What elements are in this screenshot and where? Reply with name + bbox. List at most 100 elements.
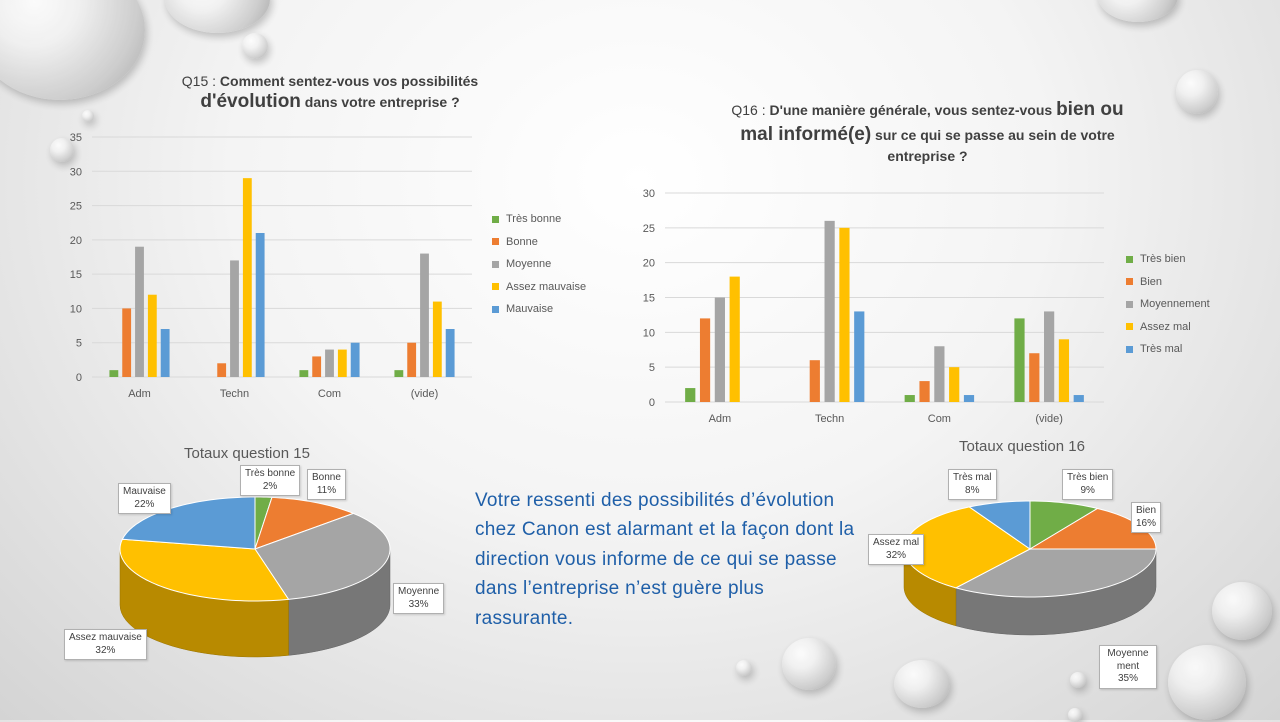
q16-legend-item: Bien <box>1126 271 1210 294</box>
q16-title-prefix: Q16 : <box>731 102 770 118</box>
q15-ytick-label: 15 <box>70 269 82 281</box>
pie15-label-pct: 33% <box>408 598 429 610</box>
q16-bar <box>685 388 696 402</box>
q15-bar <box>312 356 322 377</box>
water-drop-decoration <box>82 110 94 122</box>
q15-bar <box>255 233 265 377</box>
pie15-label-pct: 2% <box>262 480 278 492</box>
q15-legend-item: Très bonne <box>492 208 586 231</box>
q16-category-label: Techn <box>815 413 844 425</box>
q16-ytick-label: 30 <box>643 188 655 200</box>
q16-legend-swatch <box>1126 323 1133 331</box>
q16-bar <box>854 311 865 402</box>
q16-ytick-label: 5 <box>649 362 655 374</box>
water-drop-decoration <box>242 33 268 59</box>
pie15-label-name: Bonne <box>312 472 341 483</box>
q15-legend-swatch <box>492 238 499 246</box>
q15-bar <box>122 308 132 377</box>
pie16-label-pct: 9% <box>1080 484 1095 496</box>
q16-bar <box>714 297 725 402</box>
pie16-label-name: Bien <box>1136 505 1157 516</box>
pie15-label-bonne: Bonne 11% <box>307 469 346 500</box>
q15-bar <box>160 329 170 377</box>
pie15-label-name: Très bonne <box>245 468 296 479</box>
water-drop-decoration <box>894 660 950 708</box>
q16-bar <box>699 318 711 402</box>
pie16-label-pct: 8% <box>965 484 980 496</box>
q15-ytick-label: 25 <box>70 201 82 213</box>
q15-category-label: (vide) <box>411 388 439 400</box>
q15-bar <box>432 301 442 377</box>
q16-bar <box>963 395 975 402</box>
q15-legend: Très bonne Bonne Moyenne Assez mauvaise Mauv… <box>492 208 586 321</box>
q16-bar <box>904 395 915 402</box>
q15-category-label: Techn <box>220 388 249 400</box>
water-drop-decoration <box>1168 645 1246 720</box>
q16-legend-label: Assez mal <box>1140 320 1191 333</box>
pie15-label-name: Moyenne <box>398 586 440 597</box>
q15-ytick-label: 30 <box>70 166 82 178</box>
q15-bar <box>325 349 334 377</box>
q16-bar <box>919 381 930 402</box>
pie16-label-name: Très bien <box>1067 472 1109 483</box>
q16-legend-swatch <box>1126 278 1133 286</box>
q15-bar <box>394 370 404 377</box>
q16-ytick-label: 25 <box>643 223 655 235</box>
q16-legend: Très bien Bien Moyennement Assez mal Très ma… <box>1126 248 1210 361</box>
pie15-slice <box>119 538 290 602</box>
q15-chart-title: Q15 : Comment sentez-vous vos possibilit… <box>120 72 540 115</box>
pie16-label-moyennement: Moyennement 35% <box>1099 645 1157 689</box>
q15-legend-swatch <box>492 215 499 223</box>
pie16-slice <box>1029 500 1099 550</box>
pie16-slice <box>954 548 1157 598</box>
q16-bar <box>824 220 835 402</box>
water-drop-decoration <box>782 638 836 690</box>
q16-bar <box>1014 318 1025 402</box>
q16-bar <box>949 367 960 402</box>
q15-bar <box>230 260 239 377</box>
q15-ytick-label: 20 <box>70 235 82 247</box>
q16-category-label: (vide) <box>1035 413 1063 425</box>
pie16-label-bien: Bien 16% <box>1131 502 1162 533</box>
q16-category-label: Adm <box>709 413 732 425</box>
q15-legend-item: Mauvaise <box>492 298 586 321</box>
q16-bar <box>1044 311 1055 402</box>
water-drop-decoration <box>1070 672 1086 688</box>
pie16-label-pct: 16% <box>1136 517 1157 529</box>
q16-bar <box>934 346 945 402</box>
pie16-label-pct: 35% <box>1117 673 1138 684</box>
water-drop-decoration <box>1068 708 1082 722</box>
q16-ytick-label: 0 <box>649 397 655 409</box>
q15-title-prefix: Q15 : <box>181 73 220 89</box>
q16-bar <box>729 276 740 402</box>
pie16-label-assez-mal: Assez mal 32% <box>868 534 925 565</box>
pie16-label-name: Moyennement <box>1107 648 1149 672</box>
q16-legend-label: Moyennement <box>1140 298 1210 311</box>
pie16-label-tres-bien: Très bien 9% <box>1062 469 1114 500</box>
q15-ytick-label: 10 <box>70 303 82 315</box>
water-drop-decoration <box>50 138 74 162</box>
pie16-label-name: Très mal <box>953 472 992 483</box>
pie15-label-assez-mauvaise: Assez mauvaise 32% <box>64 629 147 660</box>
q15-bar <box>407 342 417 377</box>
q16-category-label: Com <box>928 413 951 425</box>
pie16-slice <box>968 500 1031 550</box>
q16-bar <box>1058 339 1070 402</box>
pie15-label-pct: 22% <box>134 498 155 510</box>
pie16-label-pct: 32% <box>886 549 907 561</box>
q16-chart-title: Q16 : D'une manière générale, vous sente… <box>680 98 1175 166</box>
q16-bar <box>839 227 850 402</box>
pie15-label-tres-bonne: Très bonne 2% <box>240 465 301 496</box>
pie15-title: Totaux question 15 <box>184 445 310 462</box>
q15-ytick-label: 0 <box>76 372 82 384</box>
q15-legend-label: Très bonne <box>506 213 562 226</box>
q16-legend-label: Bien <box>1140 275 1163 288</box>
q16-title-part3: entreprise ? <box>887 148 968 165</box>
q15-bar <box>299 370 309 377</box>
water-drop-decoration <box>1098 0 1178 22</box>
water-drop-decoration <box>736 660 752 676</box>
q15-category-label: Adm <box>128 388 151 400</box>
q15-category-label: Com <box>318 388 341 400</box>
q16-legend-label: Très bien <box>1140 253 1186 266</box>
